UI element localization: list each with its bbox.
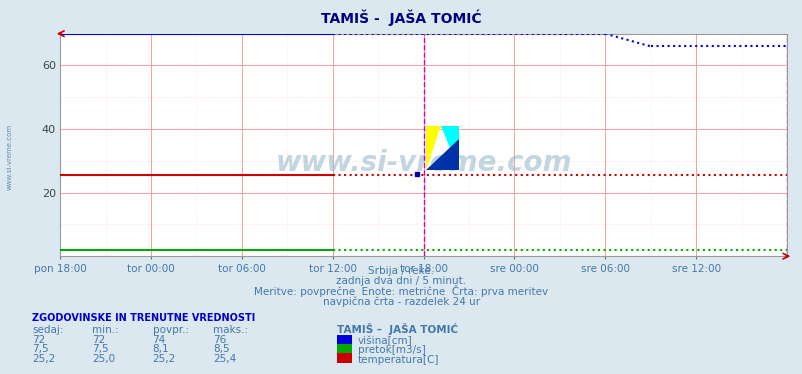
Text: 25,2: 25,2 <box>152 354 176 364</box>
Text: 25,0: 25,0 <box>92 354 115 364</box>
Text: 76: 76 <box>213 335 226 345</box>
Text: maks.:: maks.: <box>213 325 248 335</box>
Text: 8,1: 8,1 <box>152 344 169 354</box>
Polygon shape <box>440 126 458 171</box>
Polygon shape <box>426 139 458 171</box>
Text: 25,4: 25,4 <box>213 354 236 364</box>
Text: 7,5: 7,5 <box>92 344 109 354</box>
Text: TAMIŠ –  JAŠA TOMIĆ: TAMIŠ – JAŠA TOMIĆ <box>337 323 458 335</box>
Text: višina[cm]: višina[cm] <box>358 336 412 346</box>
Text: www.si-vreme.com: www.si-vreme.com <box>275 149 571 177</box>
Text: 72: 72 <box>32 335 46 345</box>
Polygon shape <box>426 126 440 171</box>
Text: www.si-vreme.com: www.si-vreme.com <box>6 124 13 190</box>
Text: 25,2: 25,2 <box>32 354 55 364</box>
Text: zadnja dva dni / 5 minut.: zadnja dva dni / 5 minut. <box>336 276 466 286</box>
Text: navpična črta - razdelek 24 ur: navpična črta - razdelek 24 ur <box>322 297 480 307</box>
Text: Meritve: povprečne  Enote: metrične  Črta: prva meritev: Meritve: povprečne Enote: metrične Črta:… <box>254 285 548 297</box>
Text: Srbija / reke.: Srbija / reke. <box>368 266 434 276</box>
Text: ZGODOVINSKE IN TRENUTNE VREDNOSTI: ZGODOVINSKE IN TRENUTNE VREDNOSTI <box>32 313 255 323</box>
Text: 7,5: 7,5 <box>32 344 49 354</box>
Text: temperatura[C]: temperatura[C] <box>358 355 439 365</box>
Text: 8,5: 8,5 <box>213 344 229 354</box>
Text: pretok[m3/s]: pretok[m3/s] <box>358 346 425 355</box>
Text: TAMIŠ -  JAŠA TOMIĆ: TAMIŠ - JAŠA TOMIĆ <box>321 9 481 26</box>
Text: sedaj:: sedaj: <box>32 325 63 335</box>
Text: povpr.:: povpr.: <box>152 325 188 335</box>
Text: min.:: min.: <box>92 325 119 335</box>
Text: 72: 72 <box>92 335 106 345</box>
Text: 74: 74 <box>152 335 166 345</box>
